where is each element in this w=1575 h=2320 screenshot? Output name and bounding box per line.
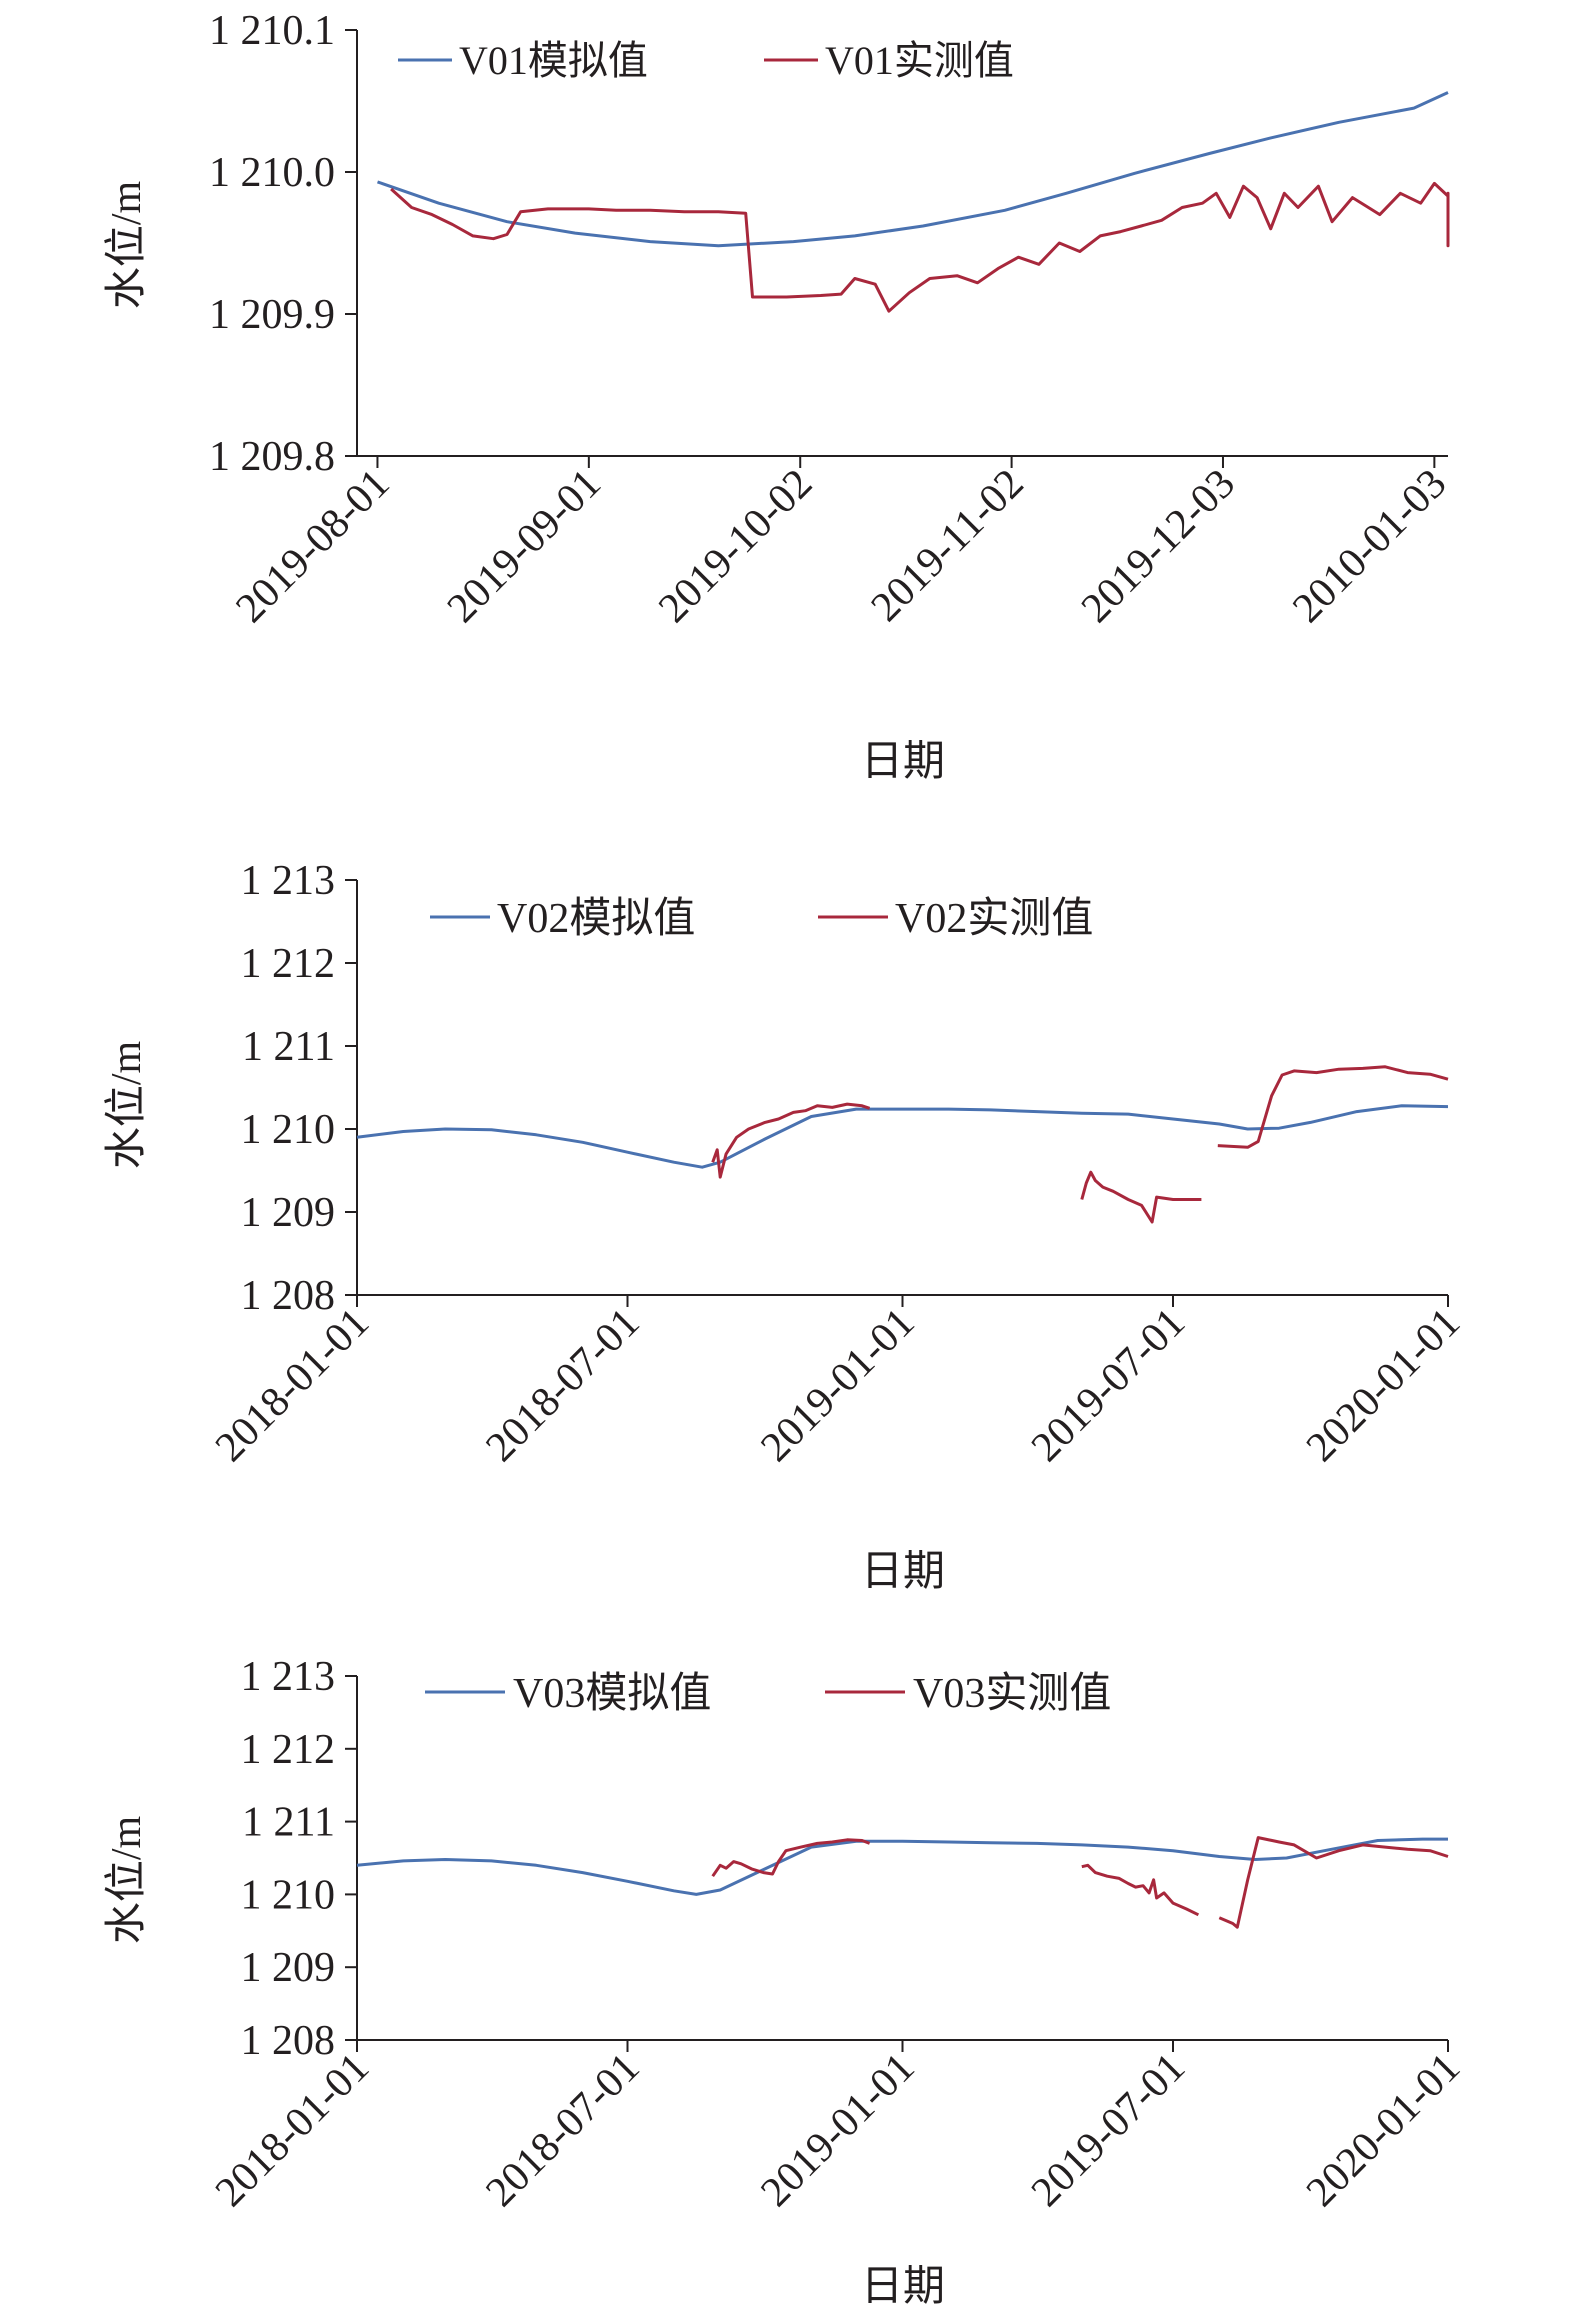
x-tick-label: 2019-07-01	[1023, 1300, 1194, 1471]
y-tick-label: 1 211	[242, 1800, 335, 1846]
x-tick-label: 2019-01-01	[752, 2045, 923, 2216]
legend: V02模拟值 V02实测值	[430, 895, 1093, 942]
series-line-simulated	[356, 1104, 1449, 1169]
x-axis-title: 日期	[861, 2264, 945, 2310]
legend: V01模拟值 V01实测值	[398, 38, 1014, 83]
x-tick-label: 2019-07-01	[1023, 2045, 1194, 2216]
legend-label-simulated: V02模拟值	[497, 896, 695, 942]
legend-label-simulated: V03模拟值	[513, 1671, 711, 1717]
y-tick-label: 1 213	[241, 858, 336, 904]
y-tick-label: 1 212	[241, 1727, 336, 1773]
x-tick-label: 2019-12-03	[1073, 461, 1244, 632]
legend-label-measured: V02实测值	[895, 895, 1093, 942]
legend-label-measured: V01实测值	[825, 38, 1014, 83]
chart-v02: 1 208 1 209 1 210 1 211 1 212 1 213 2018-01-01…	[103, 858, 1469, 1595]
x-tick-label: 2020-01-01	[1298, 1300, 1469, 1471]
series-line-measured	[1218, 1836, 1449, 1929]
series-line-simulated	[377, 91, 1449, 248]
x-tick-label: 2018-07-01	[477, 1300, 648, 1471]
legend: V03模拟值 V03实测值	[425, 1670, 1111, 1717]
x-tick-label: 2018-01-01	[207, 1300, 378, 1471]
y-tick-label: 1 211	[242, 1024, 335, 1070]
series-line-measured	[1080, 1170, 1202, 1224]
y-tick-label: 1 210	[241, 1107, 336, 1153]
x-tick-label: 2018-01-01	[207, 2045, 378, 2216]
y-tick-label: 1 212	[241, 941, 336, 987]
y-tick-label: 1 210.1	[209, 8, 335, 54]
series-line-measured	[1217, 1065, 1449, 1149]
y-tick-label: 1 209	[241, 1190, 336, 1236]
x-axis-title: 日期	[861, 1549, 945, 1595]
y-tick-label: 1 213	[241, 1654, 336, 1700]
x-tick-label: 2019-10-02	[650, 461, 821, 632]
plot-area: 1 208 1 209 1 210 1 211 1 212 1 213 2018-01-01…	[207, 858, 1469, 1471]
y-axis-title: 水位/m	[103, 1816, 150, 1945]
y-tick-label: 1 209.9	[209, 292, 335, 338]
series-line-measured	[1081, 1863, 1200, 1917]
x-tick-label: 2019-01-01	[752, 1300, 923, 1471]
chart-v03: 1 208 1 209 1 210 1 211 1 212 1 213 2018-01-01…	[103, 1654, 1469, 2310]
x-tick-label: 2019-11-02	[863, 461, 1033, 631]
x-tick-label: 2018-07-01	[477, 2045, 648, 2216]
y-tick-label: 1 209.8	[209, 434, 335, 480]
series-line-simulated	[356, 1837, 1448, 1896]
x-tick-label: 2019-09-01	[439, 461, 610, 632]
plot-area: 1 208 1 209 1 210 1 211 1 212 1 213 2018-01-01…	[207, 1654, 1469, 2216]
x-tick-label: 2019-08-01	[227, 461, 398, 632]
y-tick-label: 1 210.0	[209, 150, 335, 196]
series-line-measured	[711, 1838, 871, 1878]
legend-label-measured: V03实测值	[913, 1670, 1111, 1717]
y-axis-title: 水位/m	[103, 181, 150, 310]
y-tick-label: 1 208	[241, 2018, 336, 2064]
series-line-measured	[390, 181, 1450, 313]
legend-label-simulated: V01模拟值	[459, 38, 648, 83]
x-tick-label: 2020-01-01	[1298, 2045, 1469, 2216]
y-tick-label: 1 209	[241, 1945, 336, 1991]
y-tick-label: 1 208	[241, 1273, 336, 1319]
y-axis-title: 水位/m	[103, 1041, 150, 1170]
x-tick-label: 2010-01-03	[1284, 461, 1455, 632]
series-line-measured	[711, 1102, 871, 1179]
x-axis-title: 日期	[861, 739, 945, 785]
y-tick-label: 1 210	[241, 1872, 336, 1918]
